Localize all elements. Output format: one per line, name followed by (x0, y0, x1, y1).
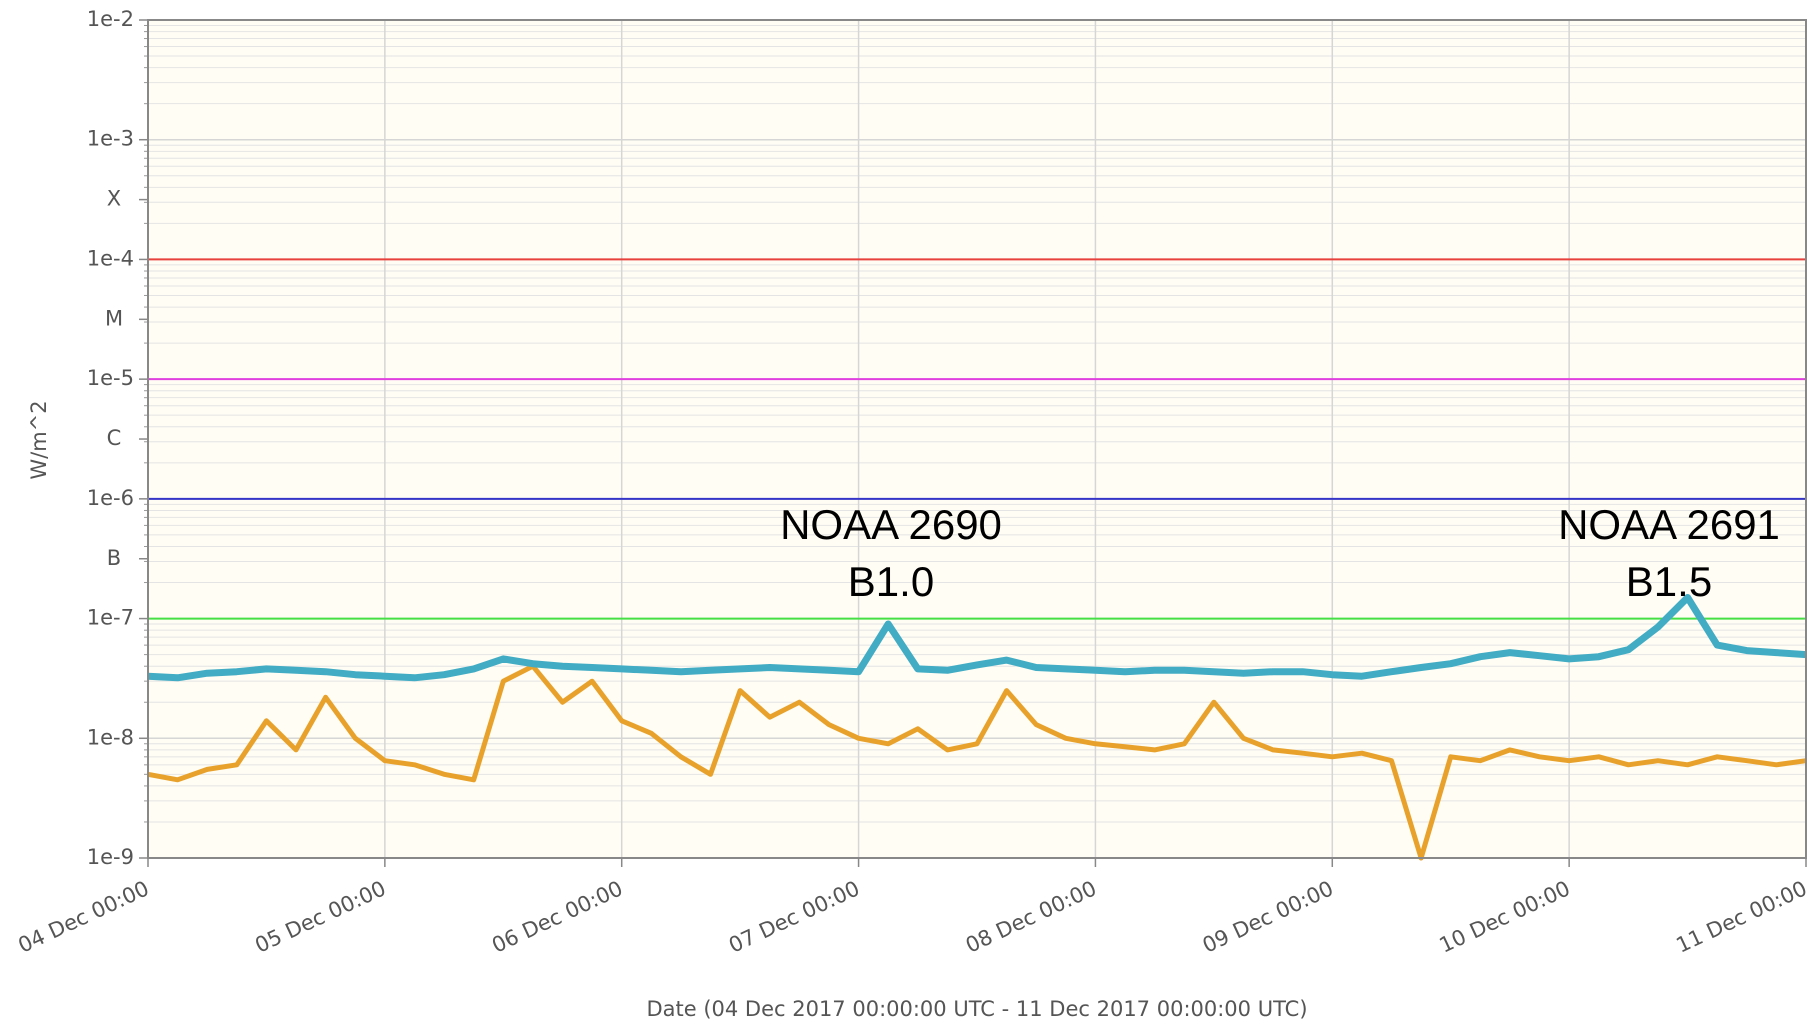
y-tick-label: 1e-4 (87, 246, 134, 270)
y-axis-label: W/m^2 (27, 400, 51, 479)
x-axis-label: Date (04 Dec 2017 00:00:00 UTC - 11 Dec … (646, 997, 1307, 1021)
y-tick-label: 1e-9 (87, 845, 134, 869)
y-tick-label: 1e-7 (87, 606, 134, 630)
annotation: NOAA 2690 (780, 501, 1002, 548)
x-tick-label: 11 Dec 00:00 (1673, 876, 1811, 957)
annotation: B1.0 (848, 558, 934, 605)
y-tick-label: 1e-8 (87, 725, 134, 749)
x-tick-label: 08 Dec 00:00 (962, 876, 1100, 957)
class-tick-label: B (107, 546, 121, 570)
y-tick-label: 1e-3 (87, 127, 134, 151)
series-line (147, 663, 1807, 861)
class-tick-label: X (107, 187, 121, 211)
x-tick-label: 10 Dec 00:00 (1436, 876, 1574, 957)
x-tick-label: 04 Dec 00:00 (15, 876, 153, 957)
y-tick-label: 1e-5 (87, 366, 134, 390)
annotation: NOAA 2691 (1558, 501, 1780, 548)
x-tick-label: 07 Dec 00:00 (725, 876, 863, 957)
x-tick-label: 05 Dec 00:00 (251, 876, 389, 957)
series-line (147, 594, 1807, 682)
y-tick-label: 1e-2 (87, 7, 134, 31)
plot-border (147, 19, 1807, 859)
x-tick-label: 09 Dec 00:00 (1199, 876, 1337, 957)
plot-background (148, 20, 1806, 858)
class-tick-label: C (107, 426, 122, 450)
class-tick-label: M (105, 306, 123, 330)
y-tick-label: 1e-6 (87, 486, 134, 510)
x-tick-label: 06 Dec 00:00 (488, 876, 626, 957)
annotation: B1.5 (1626, 558, 1712, 605)
